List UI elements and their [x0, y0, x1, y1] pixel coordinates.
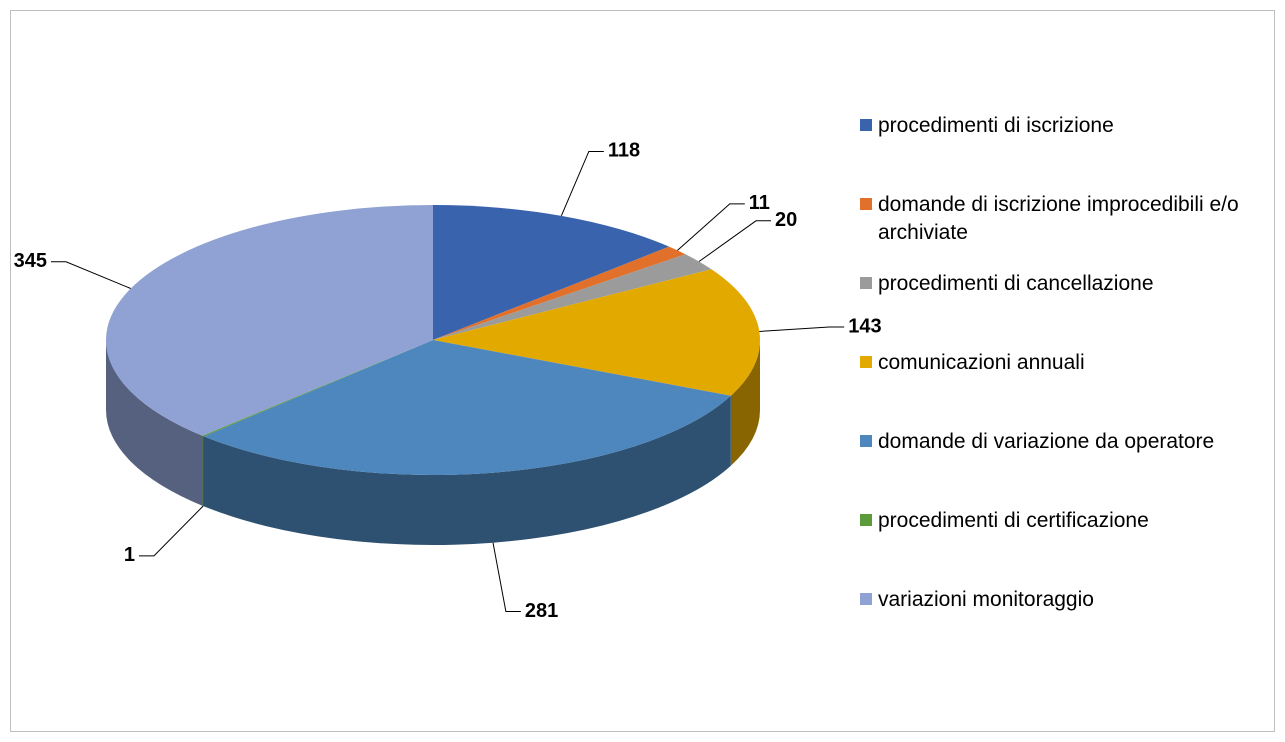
slice — [433, 254, 712, 340]
slice-side — [202, 435, 204, 507]
legend-label: procedimenti di cancellazione — [878, 272, 1154, 295]
data-label: 1 — [124, 544, 135, 566]
data-label: 20 — [775, 209, 797, 231]
slice — [433, 269, 760, 396]
legend-item: domande di variazione da operatore — [860, 428, 1273, 456]
data-label: 281 — [525, 600, 558, 622]
data-label: 143 — [848, 315, 881, 337]
legend-swatch — [860, 356, 872, 368]
slice — [203, 340, 731, 475]
legend-swatch — [860, 514, 872, 526]
legend-swatch — [860, 593, 872, 605]
slice-side — [730, 340, 760, 466]
legend-swatch — [860, 119, 872, 131]
leader-line — [759, 326, 845, 332]
legend-label: variazioni monitoraggio — [878, 588, 1094, 611]
legend-label: procedimenti di certificazione — [878, 509, 1149, 532]
legend-swatch — [860, 198, 872, 210]
slice-side — [106, 340, 203, 506]
slice — [106, 205, 434, 436]
legend-label: domande di variazione da operatore — [878, 430, 1215, 453]
data-label: 345 — [14, 250, 47, 272]
legend-swatch — [860, 435, 872, 447]
data-label: 11 — [749, 192, 770, 214]
slice — [433, 205, 670, 340]
legend-item: procedimenti di cancellazione — [860, 270, 1273, 298]
legend-label: domande di iscrizione improcedibili e/o … — [878, 193, 1239, 244]
leader-line — [698, 220, 772, 262]
legend-item: comunicazioni annuali — [860, 349, 1273, 377]
legend-label: procedimenti di iscrizione — [878, 114, 1114, 137]
leader-line — [492, 542, 521, 613]
legend-item: variazioni monitoraggio — [860, 586, 1273, 614]
leader-line — [138, 505, 204, 557]
leader-line — [51, 261, 131, 289]
data-label: 118 — [608, 140, 640, 162]
leader-line — [560, 150, 604, 217]
slice — [202, 340, 433, 437]
legend-item: procedimenti di certificazione — [860, 507, 1273, 535]
legend-label: comunicazioni annuali — [878, 351, 1085, 374]
slice — [433, 246, 686, 340]
leader-line — [677, 203, 745, 251]
legend-swatch — [860, 277, 872, 289]
legend-item: domande di iscrizione improcedibili e/o … — [860, 191, 1273, 247]
legend-item: procedimenti di iscrizione — [860, 112, 1273, 140]
slice-side — [203, 395, 731, 545]
